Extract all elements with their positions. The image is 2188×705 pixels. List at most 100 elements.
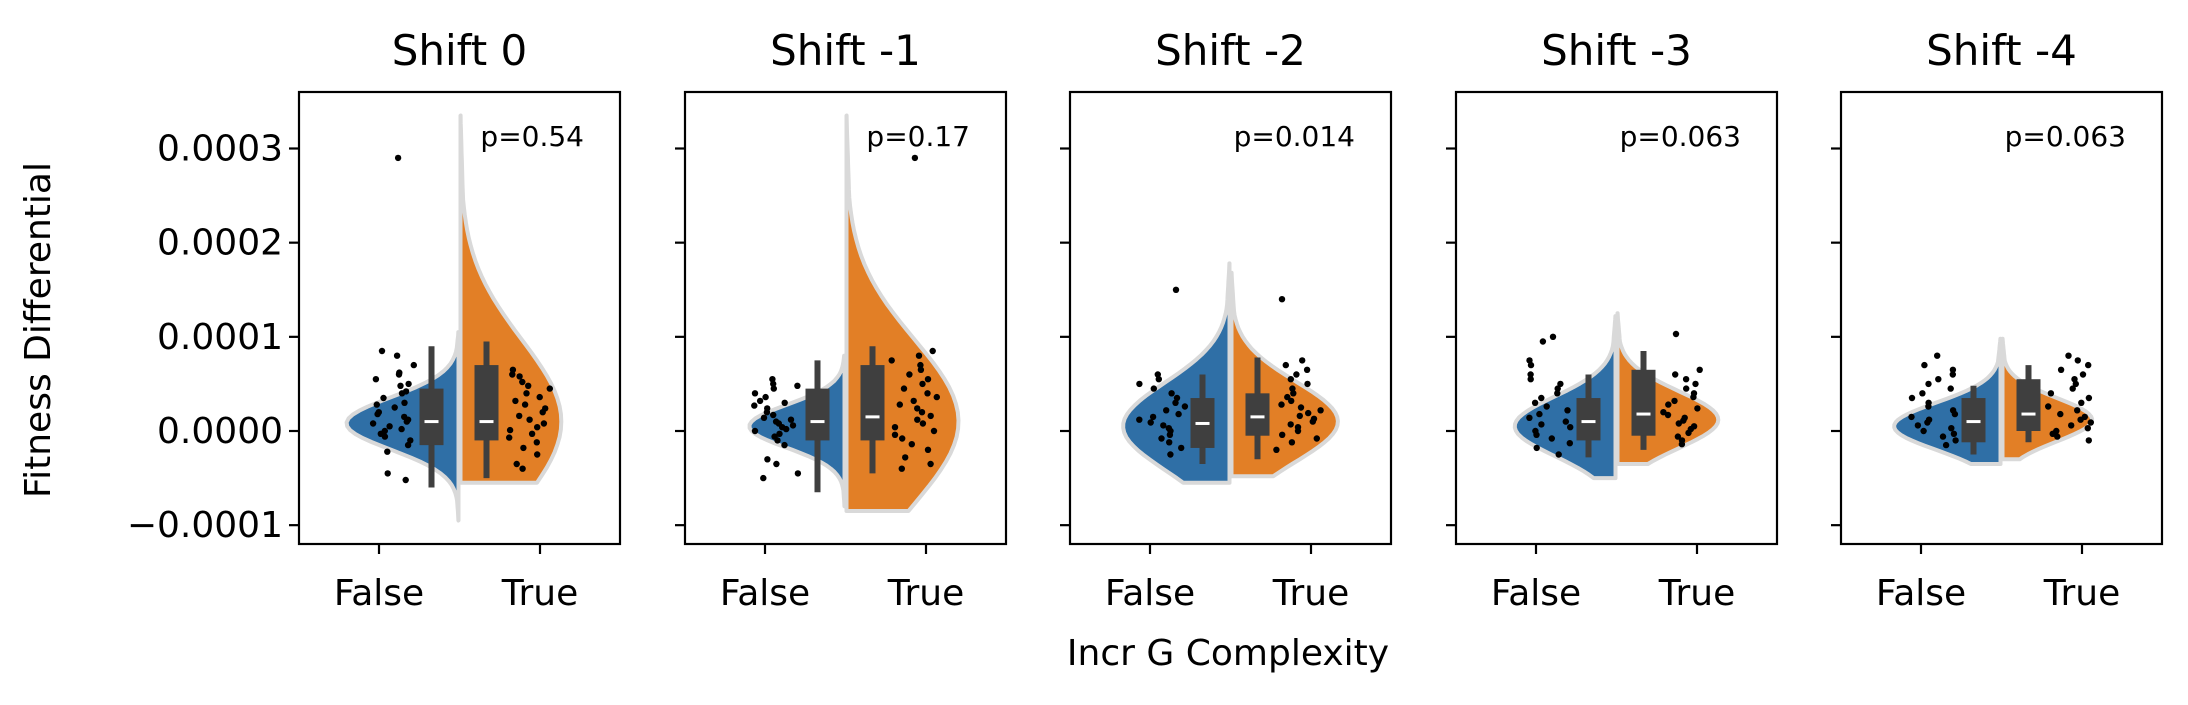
- data-point: [520, 444, 527, 452]
- data-point: [911, 154, 919, 162]
- data-point: [2069, 385, 2076, 392]
- data-point: [919, 380, 926, 388]
- y-axis-label: Fitness Differential: [18, 162, 59, 498]
- data-point: [1919, 390, 1926, 397]
- data-point: [1538, 421, 1545, 428]
- data-point: [1678, 441, 1686, 448]
- violin-false: [1512, 314, 1618, 481]
- data-point: [789, 422, 797, 429]
- y-tick-label: −0.0001: [127, 505, 283, 546]
- x-tick-label: False: [1491, 573, 1581, 614]
- data-point: [783, 425, 790, 433]
- data-point: [1278, 401, 1285, 408]
- p-value-label: p=0.17: [866, 120, 970, 153]
- data-point: [2087, 419, 2094, 426]
- data-point: [918, 409, 926, 416]
- box-iqr: [1576, 398, 1601, 441]
- data-point: [917, 366, 925, 373]
- data-point: [896, 401, 903, 408]
- data-point: [1948, 425, 1955, 432]
- data-point: [1665, 401, 1672, 408]
- data-point: [410, 361, 417, 369]
- data-point: [1543, 403, 1550, 410]
- data-point: [930, 427, 938, 435]
- panel-title: Shift -2: [1155, 26, 1306, 75]
- data-point: [1566, 440, 1574, 447]
- axes-frame: [683, 90, 1008, 546]
- data-point: [1158, 435, 1165, 442]
- data-point: [380, 394, 387, 402]
- data-point: [394, 154, 402, 162]
- data-point: [787, 416, 795, 423]
- data-point: [751, 402, 758, 409]
- data-point: [1567, 424, 1574, 431]
- data-point: [1527, 371, 1534, 378]
- data-point: [398, 390, 406, 397]
- data-point: [1278, 296, 1286, 303]
- data-point: [1934, 352, 1941, 359]
- data-point: [2057, 366, 2065, 373]
- data-point: [1925, 403, 1932, 410]
- data-point: [891, 431, 899, 438]
- data-point: [774, 437, 781, 444]
- data-point: [1533, 444, 1540, 452]
- data-point: [1166, 439, 1173, 446]
- axes-frame: [297, 90, 622, 546]
- data-point: [373, 401, 380, 408]
- data-point: [2085, 361, 2092, 369]
- data-point: [1168, 390, 1175, 397]
- data-point: [764, 456, 771, 463]
- data-point: [1178, 444, 1185, 452]
- data-point: [2077, 416, 2084, 423]
- panel-title: Shift 0: [392, 26, 528, 75]
- data-point: [512, 397, 519, 405]
- data-point: [908, 441, 915, 448]
- data-point: [1309, 418, 1317, 425]
- data-point: [2072, 380, 2079, 388]
- data-point: [1564, 407, 1571, 414]
- data-point: [2074, 407, 2081, 414]
- box-iqr: [805, 388, 830, 441]
- data-point: [900, 385, 908, 392]
- data-point: [1294, 427, 1302, 435]
- data-point: [781, 399, 788, 406]
- data-point: [1296, 412, 1304, 420]
- data-point: [2065, 352, 2072, 359]
- data-point: [1672, 330, 1680, 338]
- data-point: [770, 380, 777, 388]
- data-point: [1548, 435, 1556, 442]
- data-point: [523, 390, 530, 397]
- data-point: [770, 411, 777, 419]
- data-point: [794, 382, 801, 389]
- data-point: [1939, 433, 1947, 440]
- data-point: [1683, 385, 1690, 392]
- data-point: [2045, 403, 2052, 410]
- data-point: [1694, 405, 1701, 412]
- data-point: [539, 409, 546, 416]
- data-point: [1155, 376, 1163, 383]
- chart-panel: Shift -1 False True p=0.17: [675, 26, 1008, 614]
- box-iqr: [1631, 369, 1656, 436]
- data-point: [384, 470, 391, 477]
- data-point: [2085, 394, 2093, 402]
- p-value-label: p=0.54: [480, 120, 584, 153]
- data-point: [1696, 366, 1703, 373]
- data-point: [1150, 385, 1158, 392]
- chart-panel: Shift -2 False True p=0.014: [1060, 26, 1393, 614]
- data-point: [2047, 390, 2055, 397]
- data-point: [528, 430, 536, 437]
- data-point: [794, 470, 802, 477]
- data-point: [1539, 338, 1547, 345]
- data-point: [1163, 407, 1170, 414]
- data-point: [1674, 433, 1682, 440]
- data-point: [1287, 421, 1294, 428]
- data-point: [391, 404, 398, 411]
- x-axis-label: Incr G Complexity: [1067, 633, 1389, 674]
- data-point: [914, 416, 921, 423]
- data-point: [906, 371, 913, 378]
- data-point: [1692, 380, 1699, 388]
- data-point: [2078, 399, 2085, 406]
- data-point: [898, 465, 905, 472]
- y-tick-label: 0.0003: [157, 129, 283, 170]
